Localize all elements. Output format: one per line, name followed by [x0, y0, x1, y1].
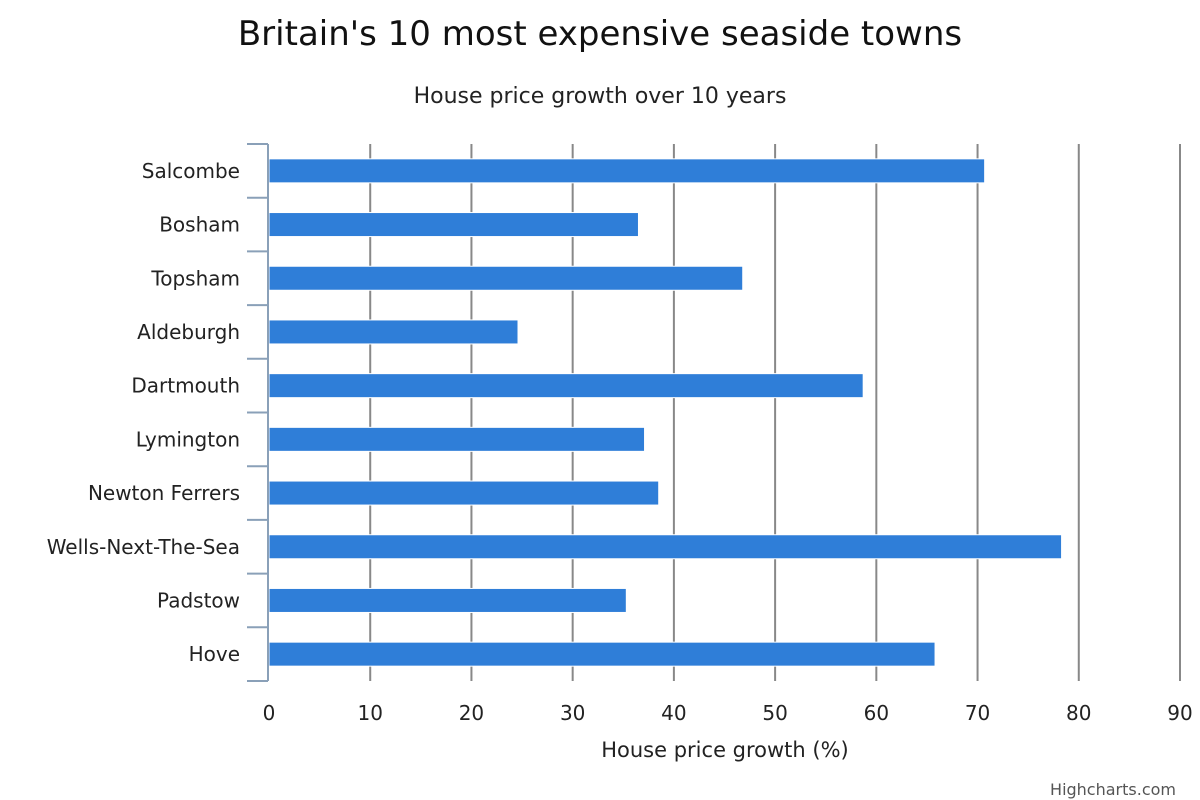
- x-tick-label: 20: [459, 701, 484, 725]
- x-tick-label: 30: [560, 701, 585, 725]
- y-category-label: Dartmouth: [131, 374, 240, 398]
- y-category-label: Lymington: [136, 427, 240, 451]
- y-category-label: Topsham: [150, 266, 240, 290]
- bar-newton-ferrers[interactable]: [268, 480, 660, 506]
- bars: [268, 158, 1063, 667]
- y-category-label: Salcombe: [142, 159, 240, 183]
- bar-dartmouth[interactable]: [268, 373, 864, 399]
- credits-link[interactable]: Highcharts.com: [1050, 780, 1176, 799]
- bar-lymington[interactable]: [268, 426, 646, 452]
- x-axis-title: House price growth (%): [601, 738, 849, 762]
- bar-aldeburgh[interactable]: [268, 319, 519, 345]
- bar-salcombe[interactable]: [268, 158, 986, 184]
- x-tick-label: 50: [762, 701, 787, 725]
- x-tick-label: 60: [864, 701, 889, 725]
- bar-topsham[interactable]: [268, 265, 744, 291]
- y-category-label: Wells-Next-The-Sea: [47, 535, 240, 559]
- x-tick-label: 0: [263, 701, 276, 725]
- bar-bosham[interactable]: [268, 212, 639, 238]
- x-tick-label: 40: [661, 701, 686, 725]
- x-tick-label: 90: [1167, 701, 1192, 725]
- labels: 0 10 20 30 40 50 60 70 80 90 Salcombe Bosham Topsham…: [47, 159, 1193, 725]
- bar-padstow[interactable]: [268, 587, 627, 613]
- x-tick-label: 70: [965, 701, 990, 725]
- bar-wells-next-the-sea[interactable]: [268, 534, 1063, 560]
- gridlines: [369, 144, 1181, 681]
- x-tick-label: 80: [1066, 701, 1091, 725]
- axes: [247, 143, 269, 682]
- x-tick-label: 10: [357, 701, 382, 725]
- chart-subtitle: House price growth over 10 years: [413, 84, 787, 109]
- bar-hove[interactable]: [268, 641, 936, 667]
- y-category-label: Padstow: [157, 588, 240, 612]
- y-category-label: Bosham: [159, 213, 240, 237]
- y-category-label: Aldeburgh: [137, 320, 240, 344]
- y-category-label: Newton Ferrers: [88, 481, 240, 505]
- y-category-label: Hove: [189, 642, 240, 666]
- chart-title: Britain's 10 most expensive seaside town…: [237, 14, 963, 54]
